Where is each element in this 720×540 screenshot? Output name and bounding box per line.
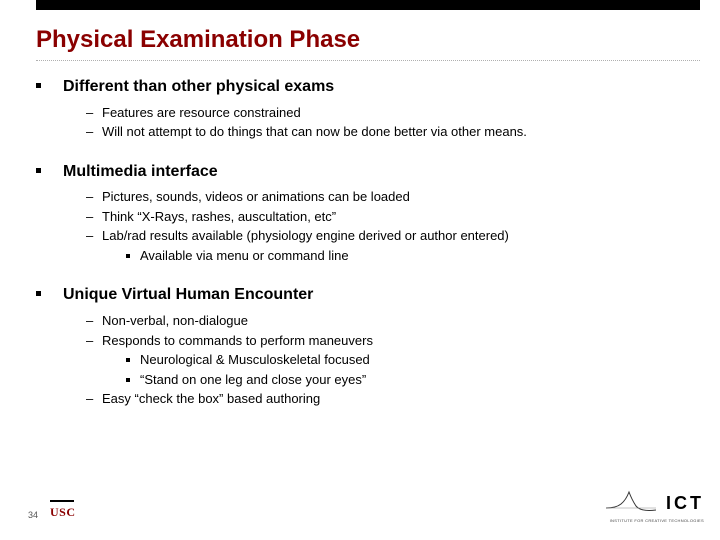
section-head: Multimedia interface (36, 161, 696, 183)
page-number: 34 (28, 510, 38, 520)
section-head: Unique Virtual Human Encounter (36, 284, 696, 306)
sub-list-item-text: Non-verbal, non-dialogue (102, 313, 248, 328)
sub-list-item-text: Think “X-Rays, rashes, auscultation, etc… (102, 209, 336, 224)
sub-list-item-text: Easy “check the box” based authoring (102, 391, 320, 406)
sub-list: Features are resource constrained Will no… (36, 104, 696, 141)
sub-list-item-text: Pictures, sounds, videos or animations c… (102, 189, 410, 204)
sub-list: Non-verbal, non-dialogue Responds to comm… (36, 312, 696, 408)
sub-sub-list-item: Available via menu or command line (126, 247, 696, 265)
section: Different than other physical exams Featu… (36, 76, 696, 141)
section-heading: Unique Virtual Human Encounter (63, 284, 313, 306)
sub-list-item-text: Responds to commands to perform maneuver… (102, 333, 373, 348)
title-underline (36, 60, 700, 62)
ict-logo: ICT INSTITUTE FOR CREATIVE TECHNOLOGIES (604, 492, 704, 524)
sub-list-item: Responds to commands to perform maneuver… (86, 332, 696, 389)
sub-list-item-text: Features are resource constrained (102, 105, 301, 120)
ict-logo-sub: INSTITUTE FOR CREATIVE TECHNOLOGIES (610, 518, 704, 523)
top-stripe (36, 0, 700, 10)
usc-rule (50, 500, 74, 502)
sub-list-item-text: Will not attempt to do things that can n… (102, 124, 527, 139)
sub-sub-list: Neurological & Musculoskeletal focused “S… (102, 351, 696, 388)
sub-list-item: Non-verbal, non-dialogue (86, 312, 696, 330)
ict-wave-icon (606, 490, 656, 516)
usc-logo: USC (50, 505, 76, 520)
sub-sub-list: Available via menu or command line (102, 247, 696, 265)
sub-list-item: Will not attempt to do things that can n… (86, 123, 696, 141)
square-bullet-icon (36, 291, 41, 296)
sub-list-item: Pictures, sounds, videos or animations c… (86, 188, 696, 206)
square-bullet-icon (36, 168, 41, 173)
sub-list-item-text: Lab/rad results available (physiology en… (102, 228, 509, 243)
section: Multimedia interface Pictures, sounds, vi… (36, 161, 696, 265)
square-bullet-icon (36, 83, 41, 88)
ict-logo-text: ICT (666, 493, 704, 514)
sub-list: Pictures, sounds, videos or animations c… (36, 188, 696, 264)
footer: 34 USC ICT INSTITUTE FOR CREATIVE TECHNO… (28, 492, 704, 526)
section: Unique Virtual Human Encounter Non-verbal… (36, 284, 696, 407)
sub-list-item: Easy “check the box” based authoring (86, 390, 696, 408)
sub-list-item: Features are resource constrained (86, 104, 696, 122)
sub-list-item: Think “X-Rays, rashes, auscultation, etc… (86, 208, 696, 226)
section-heading: Multimedia interface (63, 161, 218, 183)
slide-content: Different than other physical exams Featu… (36, 76, 696, 428)
section-heading: Different than other physical exams (63, 76, 334, 98)
sub-list-item: Lab/rad results available (physiology en… (86, 227, 696, 264)
slide-title: Physical Examination Phase (36, 26, 360, 54)
sub-sub-list-item: Neurological & Musculoskeletal focused (126, 351, 696, 369)
sub-sub-list-item: “Stand on one leg and close your eyes” (126, 371, 696, 389)
section-head: Different than other physical exams (36, 76, 696, 98)
